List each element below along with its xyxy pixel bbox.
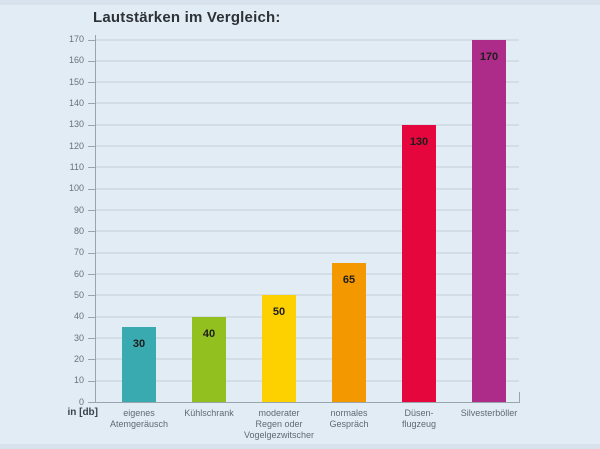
bar: 170 xyxy=(472,39,506,402)
y-axis-tick xyxy=(88,274,95,276)
gridline xyxy=(96,81,519,84)
y-tick-label: 60 xyxy=(73,268,84,279)
y-tick-label: 30 xyxy=(73,332,84,343)
y-axis-tick xyxy=(88,359,95,361)
y-axis-tick xyxy=(88,60,95,62)
gridline xyxy=(96,187,519,190)
gridline xyxy=(96,166,519,169)
bar-value-label: 65 xyxy=(342,274,356,287)
bar: 40 xyxy=(192,316,226,402)
category-label: normales Gespräch xyxy=(289,408,409,430)
y-axis-tick xyxy=(88,124,95,126)
bar-value-label: 50 xyxy=(272,306,286,319)
gridline xyxy=(96,230,519,233)
y-tick-label: 0 xyxy=(78,396,84,407)
y-axis xyxy=(95,35,96,403)
bar-value-label: 30 xyxy=(132,338,146,351)
y-axis-tick xyxy=(88,210,95,212)
category-label-line: Gespräch xyxy=(329,419,369,429)
y-axis-tick xyxy=(88,252,95,254)
y-tick-label: 10 xyxy=(73,375,84,386)
bar: 50 xyxy=(262,295,296,402)
y-axis-tick xyxy=(88,146,95,148)
bar-value-label: 130 xyxy=(409,135,429,148)
category-label: eigenes Atemgeräusch xyxy=(79,408,199,430)
category-label-line: Silvesterböller xyxy=(460,408,518,418)
y-tick-label: 120 xyxy=(68,140,84,151)
bar: 130 xyxy=(402,124,436,402)
y-tick-label: 170 xyxy=(68,34,84,44)
axis-unit-label: in [db] xyxy=(67,407,98,418)
y-tick-label: 150 xyxy=(68,76,84,87)
y-tick-label: 160 xyxy=(68,55,84,66)
category-label-line: eigenes xyxy=(123,408,155,418)
gridline xyxy=(96,294,519,297)
gridline xyxy=(96,123,519,126)
gridline xyxy=(96,251,519,254)
y-axis-tick xyxy=(88,103,95,105)
category-label-line: Regen oder xyxy=(255,419,303,429)
category-label: Düsen-flugzeug xyxy=(359,408,479,430)
y-axis-tick xyxy=(88,316,95,318)
gridline xyxy=(96,358,519,361)
top-edge-strip xyxy=(0,0,600,5)
category-label-line: Kühlschrank xyxy=(184,408,234,418)
gridline xyxy=(96,379,519,382)
y-tick-label: 110 xyxy=(69,161,84,172)
y-axis-tick xyxy=(88,380,95,382)
gridline xyxy=(96,145,519,148)
y-tick-label: 80 xyxy=(73,225,84,236)
bar-value-label: 170 xyxy=(479,50,499,63)
gridline xyxy=(96,38,519,41)
category-label-line: Vogelgezwitscher xyxy=(243,430,315,440)
category-label-line: flugzeug xyxy=(401,419,437,429)
gridline xyxy=(96,59,519,62)
y-axis-tick xyxy=(88,295,95,297)
category-label: Kühlschrank xyxy=(149,408,269,419)
bar: 30 xyxy=(122,327,156,402)
y-axis-tick xyxy=(88,39,95,41)
bar: 65 xyxy=(332,263,366,402)
y-tick-label: 70 xyxy=(73,247,84,258)
y-axis-tick xyxy=(88,82,95,84)
category-label-line: normales xyxy=(330,408,368,418)
x-axis-end-tick xyxy=(519,392,520,402)
category-label: moderater Regen oder Vogelgezwitscher xyxy=(219,408,339,441)
gridline xyxy=(96,209,519,212)
y-tick-label: 20 xyxy=(73,353,84,364)
y-tick-label: 140 xyxy=(68,97,84,108)
category-label-line: Düsen- xyxy=(404,408,434,418)
y-tick-label: 90 xyxy=(73,204,84,215)
y-axis-tick xyxy=(88,338,95,340)
chart-title: Lautstärken im Vergleich: xyxy=(93,9,281,26)
y-axis-tick xyxy=(88,402,95,403)
gridline xyxy=(96,102,519,105)
gridline xyxy=(96,273,519,276)
y-tick-label: 50 xyxy=(73,289,84,300)
y-tick-label: 100 xyxy=(68,183,84,194)
category-label: Silvesterböller xyxy=(429,408,549,419)
y-axis-tick xyxy=(88,231,95,233)
category-label-line: moderater xyxy=(258,408,300,418)
y-axis-tick xyxy=(88,167,95,169)
bar-value-label: 40 xyxy=(202,327,216,340)
bottom-edge-strip xyxy=(0,444,600,449)
x-axis xyxy=(95,402,520,403)
gridline xyxy=(96,337,519,340)
gridline xyxy=(96,315,519,318)
y-axis-tick xyxy=(88,188,95,190)
category-label-line: Atemgeräusch xyxy=(109,419,169,429)
y-tick-label: 130 xyxy=(68,119,84,130)
y-tick-label: 40 xyxy=(73,311,84,322)
